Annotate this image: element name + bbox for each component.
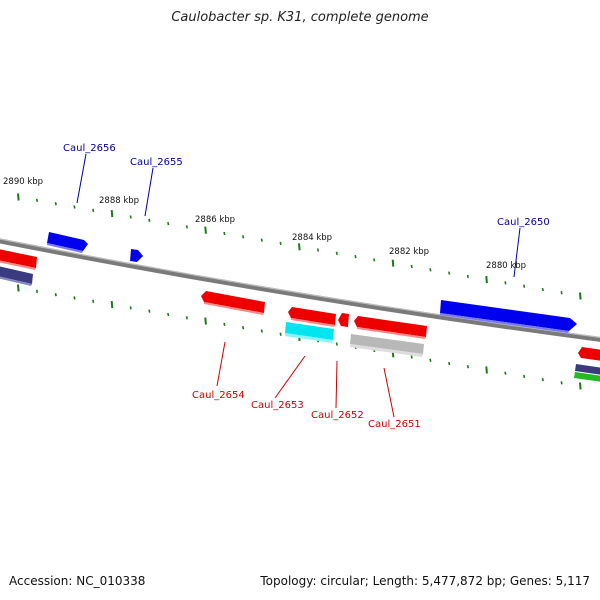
gene-rna-cyan[interactable] [285,322,334,343]
leader-line-caul-2652 [335,360,338,409]
inner-tick [260,329,263,333]
kbp-label-2884: 2884 kbp [292,233,332,243]
inner-tick [129,306,132,310]
inner-tick [523,374,526,379]
accession-text: Accession: NC_010338 [9,574,146,588]
inner-tick [92,299,95,303]
outer-tick [579,292,582,300]
outer-tick [466,274,469,279]
outer-tick [148,218,151,222]
gene-label-caul-2652[interactable]: Caul_2652 [311,410,364,421]
gene-label-caul-2656[interactable]: Caul_2656 [63,143,116,154]
gene-caul-2655[interactable] [130,249,143,262]
kbp-label-2880: 2880 kbp [486,261,526,271]
outer-tick [448,271,451,275]
gene-label-caul-2655[interactable]: Caul_2655 [130,157,183,168]
outer-tick [485,276,488,284]
diagram-title: Caulobacter sp. K31, complete genome [171,10,429,25]
inner-tick [204,317,207,325]
inner-tick [17,284,20,292]
kbp-label-2890: 2890 kbp [3,177,43,187]
gene-caul-2656[interactable] [47,232,88,253]
gene-green-right-edge[interactable] [574,372,600,382]
outer-tick [354,254,357,259]
gene-reverse-right-edge[interactable] [578,347,600,361]
inner-tick [148,309,151,313]
inner-tick [35,289,39,293]
inner-tick [73,296,76,300]
inner-tick [504,371,507,375]
inner-tick [541,377,544,382]
inner-tick [185,316,188,320]
outer-tick [391,259,395,267]
outer-tick [17,193,20,201]
inner-tick [110,301,114,309]
gene-label-caul-2653[interactable]: Caul_2653 [251,400,304,411]
inner-tick [279,332,282,336]
kbp-label-2886: 2886 kbp [195,215,235,225]
outer-tick [73,205,76,209]
inner-tick [448,361,451,366]
outer-tick [129,215,132,219]
outer-tick [35,198,39,202]
gene-forward-left-edge[interactable] [0,249,37,270]
outer-tick [204,226,207,234]
inner-tick [485,366,488,374]
gene-caul-2654[interactable] [201,291,265,315]
gene-label-caul-2650[interactable]: Caul_2650 [497,217,550,228]
outer-tick [279,241,282,246]
gene-caul-2650[interactable] [440,300,577,333]
gene-caul-2653[interactable] [288,307,336,327]
outer-tick [92,208,95,212]
inner-tick [167,312,170,317]
outer-tick-track [17,193,582,300]
inner-tick [335,342,338,346]
inner-tick [223,322,226,327]
outer-tick [541,287,544,292]
gene-label-caul-2654[interactable]: Caul_2654 [192,390,245,401]
outer-tick [335,251,338,255]
outer-tick [110,210,114,218]
leader-line-caul-2650 [513,227,521,278]
outer-tick [316,248,320,252]
inner-tick [242,326,245,330]
inner-tick [429,358,432,362]
gene-other-right-edge[interactable] [575,364,600,375]
leader-line-caul-2656 [76,153,87,204]
outer-tick [54,202,57,206]
outer-tick [504,281,507,285]
outer-tick [560,291,563,295]
inner-tick [410,355,413,359]
kbp-label-2888: 2888 kbp [99,196,139,206]
genome-backbone [0,238,600,342]
outer-tick [523,284,526,288]
outer-tick [373,258,376,262]
outer-tick [223,231,226,236]
inner-tick [54,293,57,297]
gene-other-left-edge[interactable] [0,266,33,286]
gene-label-caul-2651[interactable]: Caul_2651 [368,419,421,430]
outer-tick [242,235,245,239]
outer-tick [410,264,413,269]
gene-pseudo-gray[interactable] [350,334,424,357]
outer-tick [185,225,188,229]
inner-tick [579,382,582,390]
kbp-label-2882: 2882 kbp [389,247,429,257]
outer-tick [167,221,170,226]
inner-tick [560,381,563,385]
leader-line-caul-2655 [144,167,154,217]
gene-caul-2651[interactable] [354,316,427,339]
leader-line-caul-2653 [274,355,306,399]
leader-line-caul-2651 [383,367,395,418]
outer-tick [260,238,263,242]
outer-tick [298,243,301,251]
gene-caul-2652[interactable] [338,313,349,327]
genome-summary-text: Topology: circular; Length: 5,477,872 bp… [260,574,590,588]
inner-tick [466,365,469,369]
genome-backbone-highlight [0,238,600,338]
outer-tick [429,268,432,272]
leader-line-caul-2654 [216,341,226,387]
